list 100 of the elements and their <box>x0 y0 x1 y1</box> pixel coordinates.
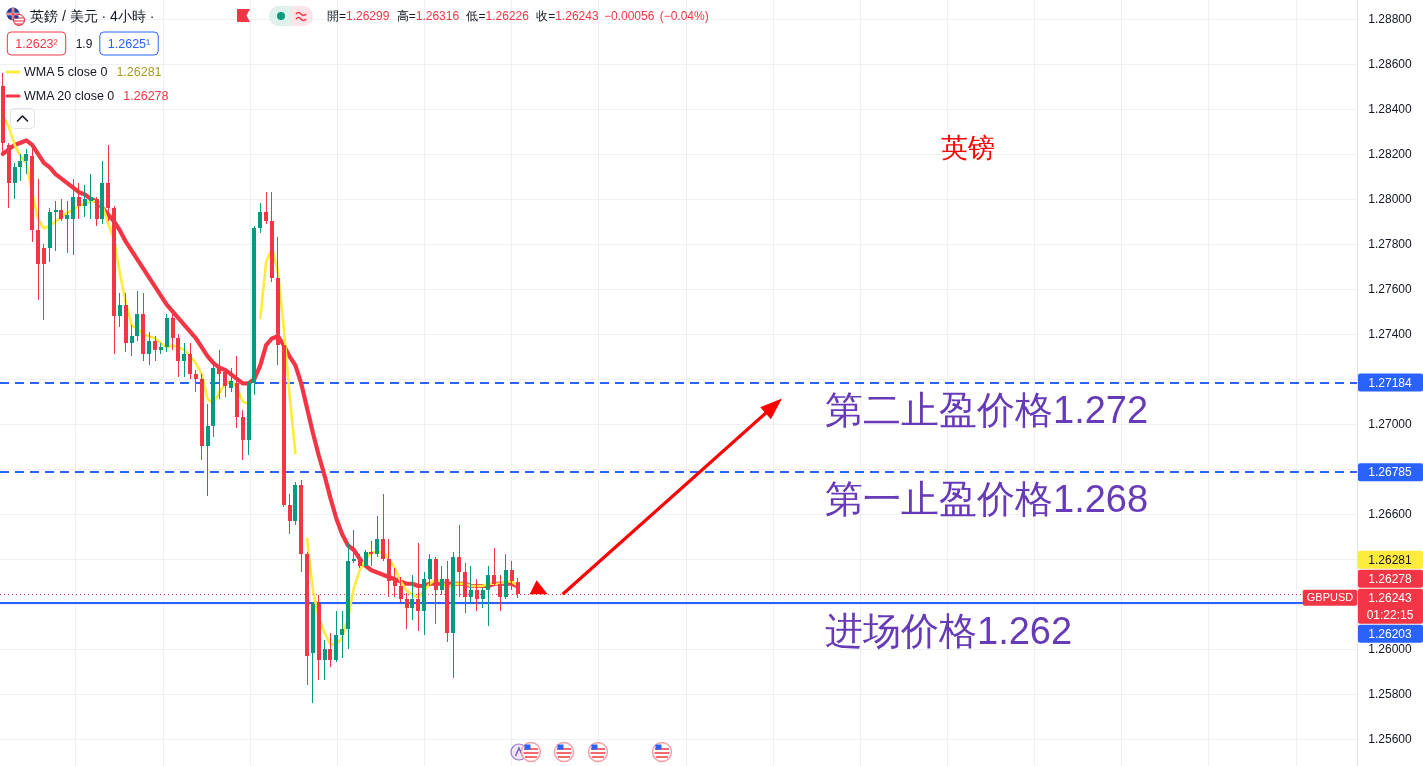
candlestick <box>492 547 496 586</box>
annotation: 英镑 <box>941 133 995 163</box>
candlestick <box>217 349 221 400</box>
candlestick <box>293 482 297 526</box>
candlestick <box>124 293 128 352</box>
candlestick <box>112 205 116 355</box>
candlestick <box>422 572 426 636</box>
candlestick <box>176 333 180 377</box>
candlestick <box>36 178 40 301</box>
candlestick <box>323 639 327 681</box>
candlestick <box>481 588 485 609</box>
candlestick <box>428 554 432 586</box>
candlestick <box>59 198 63 222</box>
annotation: 第一止盈价格1.268 <box>825 478 1149 521</box>
candlestick <box>188 342 192 379</box>
annotation: GBPUSD <box>1306 591 1354 604</box>
candlestick <box>7 142 11 208</box>
candlestick <box>100 160 104 224</box>
candlestick <box>211 365 215 438</box>
candlestick <box>299 480 303 573</box>
candlestick <box>252 225 256 395</box>
annotation: 进场价格1.262 <box>825 610 1073 653</box>
candlestick <box>95 196 99 226</box>
annotation: 第二止盈价格1.272 <box>825 388 1149 431</box>
candlestick <box>282 342 286 508</box>
candlestick <box>229 367 233 393</box>
candlestick <box>135 291 139 341</box>
annotation: 1.2625¹ <box>107 37 151 51</box>
candlestick <box>77 183 81 220</box>
legend-label: WMA 5 close 0 <box>24 65 108 79</box>
annotation: 1.26281 <box>116 65 162 79</box>
legend-label: WMA 20 close 0 <box>24 89 115 103</box>
candlestick <box>288 493 292 535</box>
y-tick-label: 1.28800 <box>1368 11 1413 26</box>
y-tick-label: 1.25600 <box>1368 732 1413 746</box>
candlestick <box>54 201 58 251</box>
candlestick <box>200 374 204 460</box>
candlestick <box>147 331 151 366</box>
candlestick <box>24 149 28 175</box>
candlestick <box>358 554 362 568</box>
candlestick <box>334 610 338 663</box>
y-tick-label: 1.28000 <box>1368 191 1413 206</box>
candlestick <box>258 203 262 233</box>
candlestick <box>235 356 239 429</box>
candlestick <box>276 237 280 366</box>
y-tick-label: 1.27000 <box>1368 416 1413 431</box>
candlestick <box>118 293 122 328</box>
y-tick-label: 1.26600 <box>1368 506 1413 521</box>
text: 1.26281 <box>1368 552 1412 567</box>
annotation: 1.9 <box>75 37 93 51</box>
candlestick <box>42 243 46 321</box>
candlestick <box>241 410 245 460</box>
candlestick <box>504 554 508 600</box>
candlestick <box>65 201 69 253</box>
candlestick <box>106 144 110 222</box>
candlestick <box>194 369 198 393</box>
candlestick <box>247 381 251 456</box>
candlestick <box>375 516 379 557</box>
candlestick <box>364 549 368 568</box>
candlestick <box>165 313 169 352</box>
candlestick <box>264 192 268 224</box>
y-tick-label: 1.27400 <box>1368 326 1413 341</box>
candlestick <box>328 633 332 667</box>
candlestick <box>352 529 356 564</box>
annotation: 1.26278 <box>123 89 169 103</box>
candlestick <box>83 185 87 217</box>
candlestick <box>469 565 473 602</box>
y-tick-label: 1.27800 <box>1368 236 1413 251</box>
y-tick-label: 1.26000 <box>1368 641 1413 656</box>
ref-line-label: 1.26785 <box>1368 465 1413 480</box>
candlestick <box>89 174 93 220</box>
annotation: 1.2623² <box>15 37 58 51</box>
candlestick <box>317 594 321 681</box>
y-tick-label: 1.28400 <box>1368 101 1413 116</box>
y-tick-label: 1.25800 <box>1368 686 1413 701</box>
candlestick <box>18 153 22 181</box>
candlestick <box>486 565 490 627</box>
text: 開=1.26299 高=1.26316 低=1.26226 收=1.26243 −0.00056 (−0.04%) <box>327 9 709 23</box>
candlestick <box>48 207 52 262</box>
candlestick <box>270 192 274 283</box>
candlestick <box>13 162 17 199</box>
candlestick <box>440 565 444 595</box>
candlestick <box>130 324 134 357</box>
candlestick <box>410 574 414 620</box>
candlestick <box>141 293 145 361</box>
candlestick <box>381 493 385 562</box>
candlestick <box>159 342 163 355</box>
candlestick <box>153 336 157 361</box>
candlestick <box>369 540 373 566</box>
ref-line-label: 1.27184 <box>1368 375 1413 390</box>
ref-line-label: 1.26243 <box>1368 590 1413 605</box>
text: 1.26278 <box>1368 571 1412 586</box>
ref-line-label: 1.26203 <box>1368 626 1413 641</box>
candlestick <box>71 178 75 256</box>
y-tick-label: 1.28200 <box>1368 146 1413 161</box>
candlestick <box>311 601 315 703</box>
candlestick <box>206 403 210 496</box>
candlestick <box>340 610 344 658</box>
y-tick-label: 1.27600 <box>1368 281 1413 296</box>
text: 01:22:15 <box>1366 607 1414 622</box>
